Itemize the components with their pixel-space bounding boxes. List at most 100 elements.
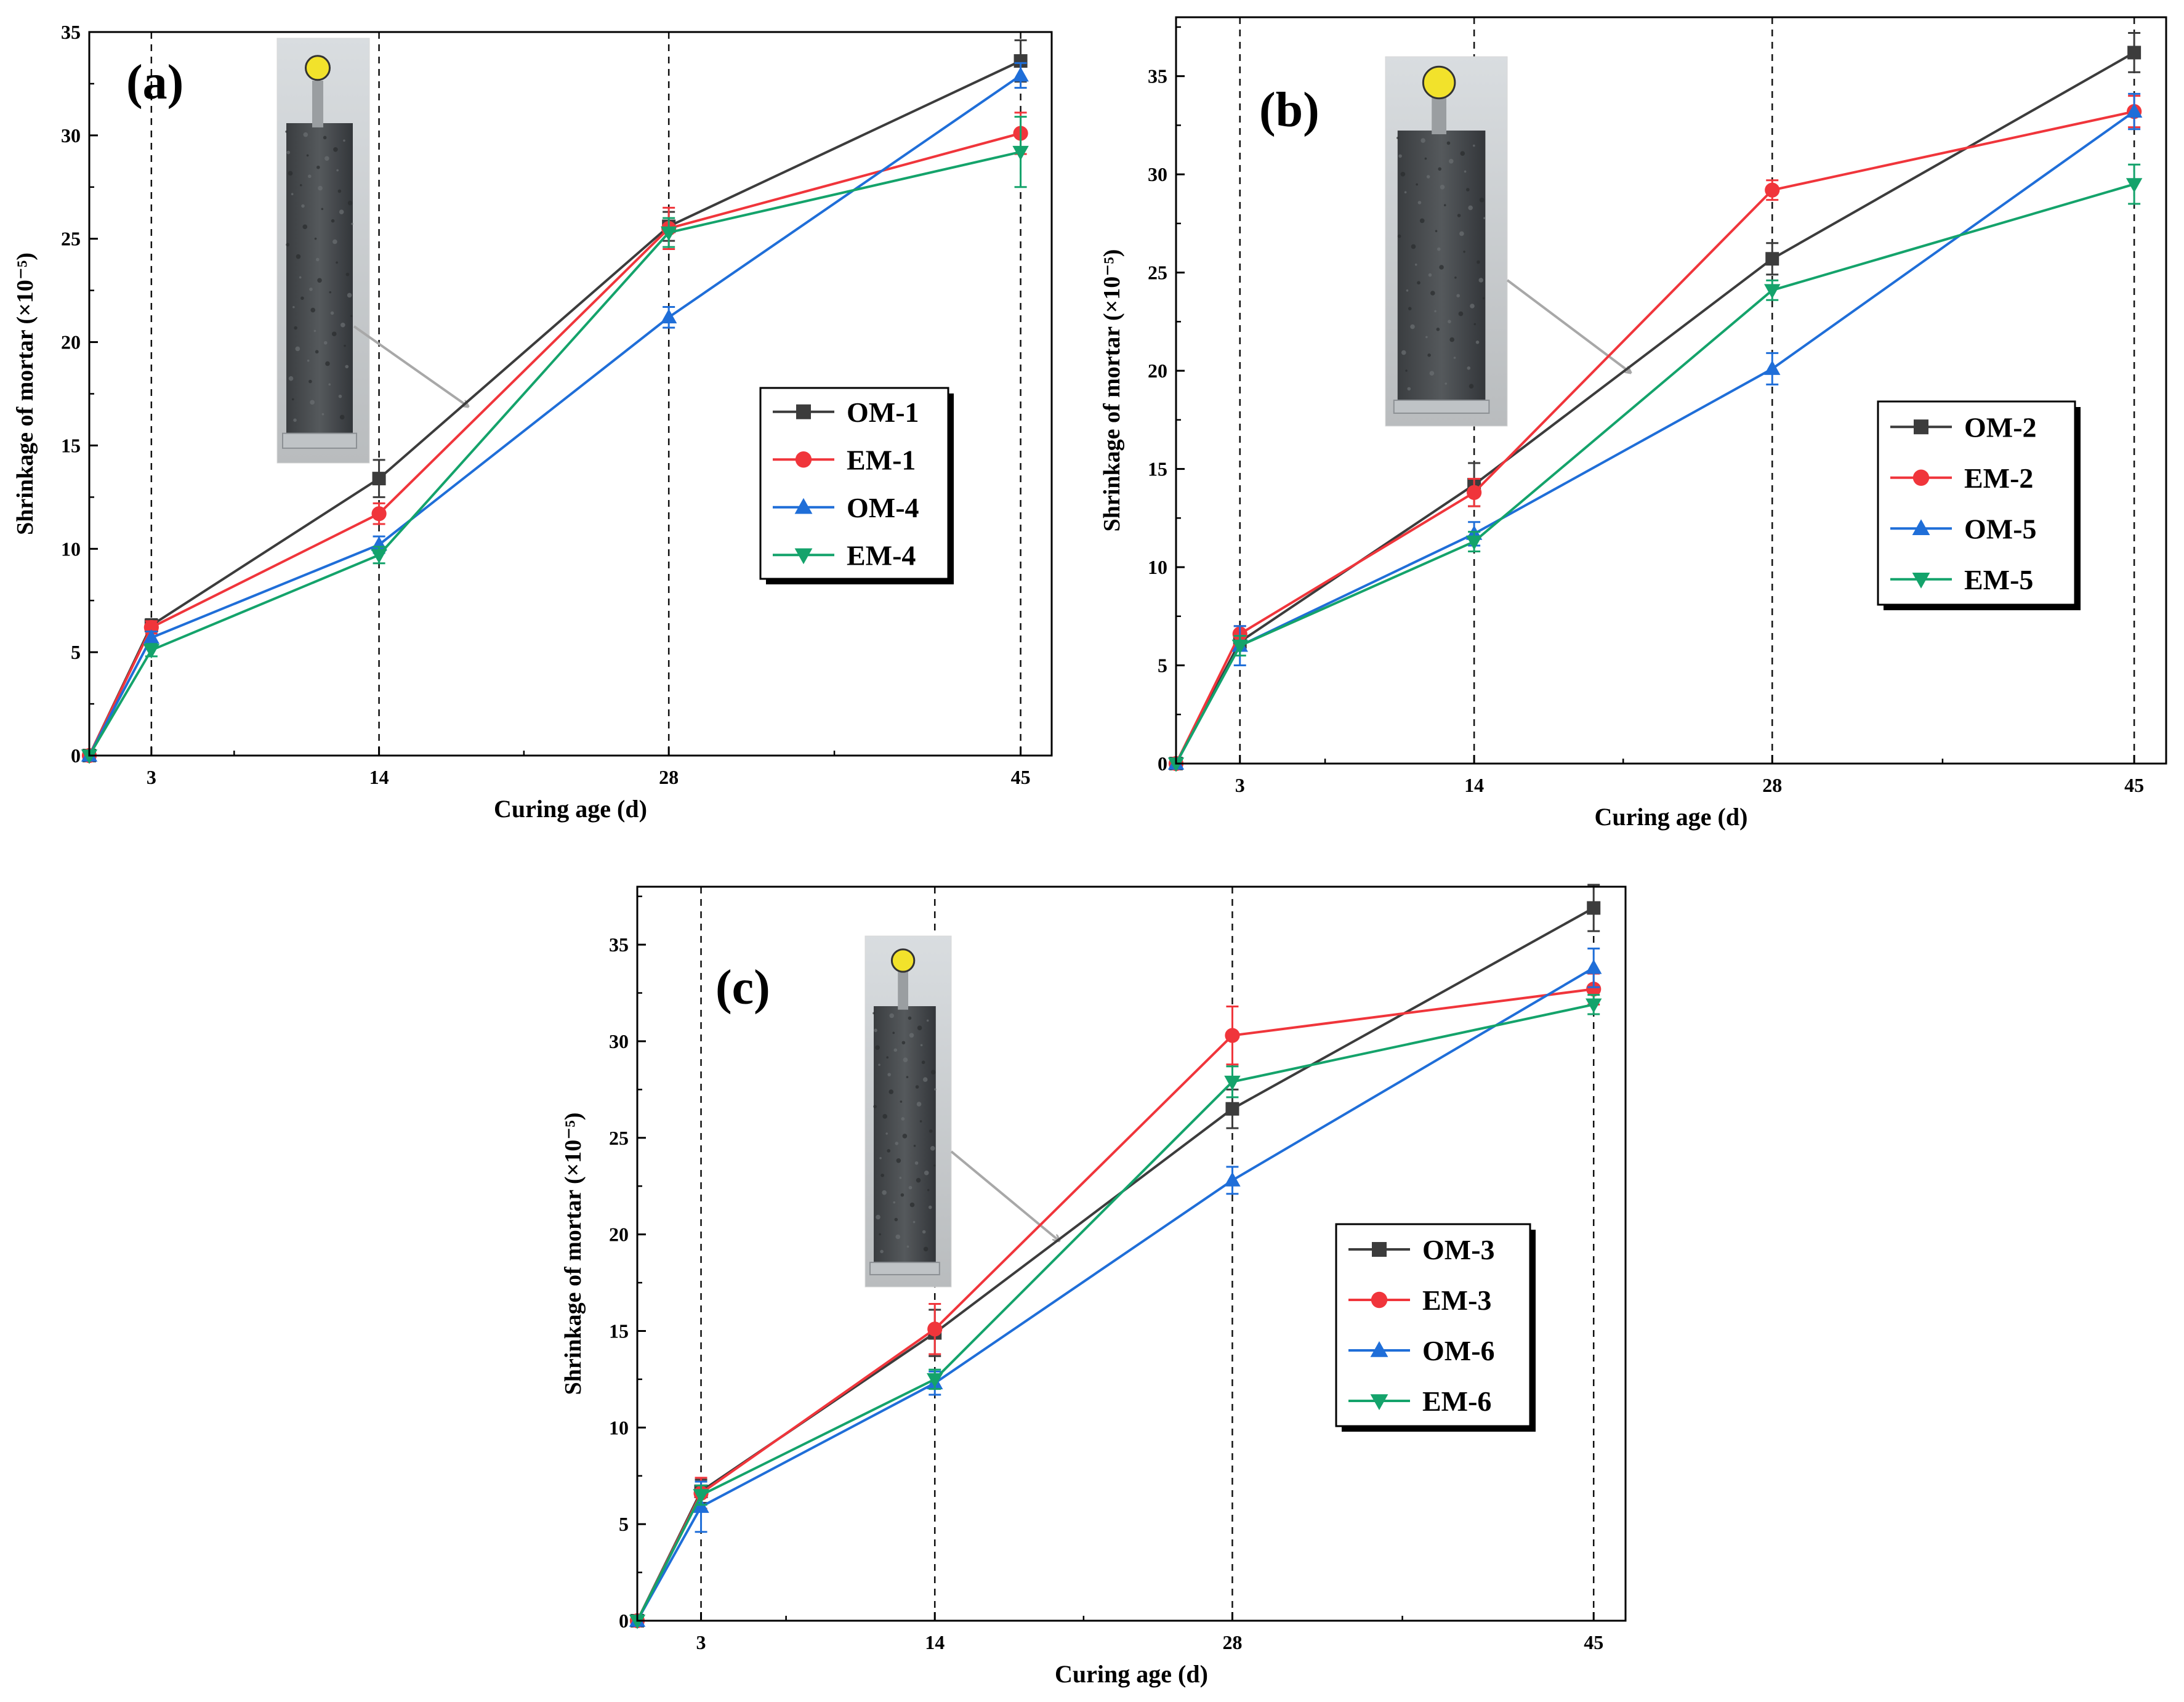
mortar-texture	[1400, 172, 1406, 177]
mortar-texture	[1426, 175, 1430, 179]
mortar-texture	[1473, 144, 1475, 147]
y-axis-label: Shrinkage of mortar (×10⁻⁵)	[12, 252, 38, 535]
data-point	[1587, 901, 1601, 915]
mortar-texture	[1440, 185, 1445, 190]
legend-label: EM-1	[847, 444, 916, 475]
mortar-texture	[1428, 273, 1432, 277]
mortar-texture	[1401, 350, 1406, 355]
dial-gauge	[1422, 65, 1456, 100]
photo-frame	[276, 38, 370, 464]
y-axis-label: Shrinkage of mortar (×10⁻⁵)	[560, 1113, 586, 1395]
mortar-texture	[347, 292, 352, 298]
photo-frame	[864, 935, 952, 1288]
mortar-texture	[1448, 320, 1451, 323]
legend-label: OM-6	[1422, 1335, 1495, 1366]
mortar-texture	[913, 1145, 916, 1147]
mortar-texture	[1463, 251, 1465, 253]
mortar-texture	[933, 1088, 937, 1091]
legend: OM-2 EM-2 OM-5 EM-5	[1877, 400, 2081, 610]
mortar-texture	[875, 1045, 880, 1051]
mortar-texture	[339, 209, 344, 215]
mortar-texture	[1414, 264, 1417, 266]
mortar-texture	[1458, 311, 1464, 317]
mortar-texture	[926, 1019, 929, 1022]
legend-marker	[1371, 1291, 1388, 1309]
mortar-texture	[292, 305, 295, 309]
mortar-texture	[920, 1044, 923, 1047]
data-point	[693, 1489, 709, 1504]
legend-marker	[1914, 419, 1928, 435]
legend-label: EM-3	[1422, 1285, 1491, 1316]
mortar-texture	[299, 184, 302, 187]
data-point	[1225, 1028, 1240, 1043]
mortar-texture	[933, 1164, 936, 1167]
mortar-texture	[331, 331, 337, 337]
legend-label: OM-2	[1964, 411, 2037, 443]
y-tick-label: 35	[1148, 65, 1167, 87]
legend-marker	[794, 548, 813, 565]
mortar-texture	[900, 1193, 905, 1197]
mortar-texture	[1477, 260, 1480, 264]
mortar-texture	[1448, 159, 1454, 164]
y-tick-label: 10	[61, 538, 81, 560]
legend-label: OM-5	[1964, 513, 2037, 544]
data-point	[1465, 535, 1483, 551]
data-point	[371, 549, 387, 564]
legend-label: EM-6	[1422, 1385, 1491, 1417]
mortar-texture	[1406, 289, 1409, 292]
data-point	[371, 506, 387, 522]
pointer-arrow	[1506, 279, 1630, 373]
mortar-texture	[886, 1056, 889, 1059]
y-tick-label: 20	[61, 331, 81, 353]
mortar-texture	[1468, 205, 1473, 211]
mortar-texture	[350, 315, 353, 318]
data-point	[1765, 182, 1780, 198]
mortar-texture	[316, 165, 320, 169]
mortar-texture	[313, 329, 316, 333]
y-tick-label: 25	[609, 1127, 629, 1149]
legend-marker	[1370, 1341, 1388, 1357]
mortar-texture	[1435, 230, 1438, 233]
y-tick-label: 30	[61, 124, 81, 147]
mortar-texture	[1430, 291, 1435, 296]
mortar-texture	[1397, 234, 1401, 238]
mortar-texture	[901, 1041, 906, 1045]
mortar-texture	[902, 1134, 908, 1139]
y-tick-label: 15	[609, 1320, 629, 1342]
mortar-texture	[1460, 151, 1465, 156]
x-tick-label: 3	[1235, 774, 1245, 796]
mortar-texture	[351, 222, 353, 225]
mortar-texture	[900, 1100, 903, 1103]
mortar-texture	[308, 379, 312, 384]
mortar-texture	[295, 346, 300, 352]
legend-marker	[795, 451, 812, 468]
mortar-texture	[306, 154, 309, 157]
mortar-texture	[880, 1249, 884, 1254]
y-tick-label: 15	[1148, 458, 1167, 480]
mortar-texture	[323, 341, 328, 345]
legend-label: EM-2	[1964, 462, 2033, 494]
mortar-texture	[873, 1105, 877, 1108]
mortar-texture	[1479, 198, 1485, 203]
mortar-texture	[928, 1205, 932, 1209]
data-point	[1764, 284, 1781, 299]
chart-panel-a: 0 5 10 15 20 25 30 35 3 14 28 45 Curing age (d) Shrin…	[12, 21, 1053, 823]
mortar-texture	[887, 1073, 891, 1076]
legend: OM-3 EM-3 OM-6 EM-6	[1335, 1223, 1536, 1432]
mortar-texture	[321, 208, 324, 211]
legend-marker	[794, 498, 813, 514]
mortar-texture	[1420, 138, 1425, 143]
mortar-texture	[315, 350, 319, 354]
x-tick-label: 28	[1762, 774, 1782, 796]
mortar-texture	[914, 1161, 919, 1165]
y-tick-label: 30	[1148, 163, 1167, 185]
data-point	[1012, 145, 1029, 161]
mortar-texture	[318, 185, 323, 191]
data-point	[2126, 178, 2143, 193]
mortar-texture	[1424, 157, 1427, 160]
x-tick-label: 28	[1222, 1631, 1242, 1653]
mortar-texture	[309, 287, 313, 291]
data-point	[1012, 67, 1029, 82]
x-tick-label: 3	[147, 766, 156, 788]
